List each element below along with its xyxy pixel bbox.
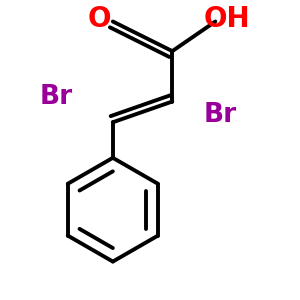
Text: OH: OH (204, 5, 250, 33)
Text: Br: Br (40, 84, 73, 110)
Text: Br: Br (203, 102, 236, 128)
Text: O: O (88, 5, 111, 33)
